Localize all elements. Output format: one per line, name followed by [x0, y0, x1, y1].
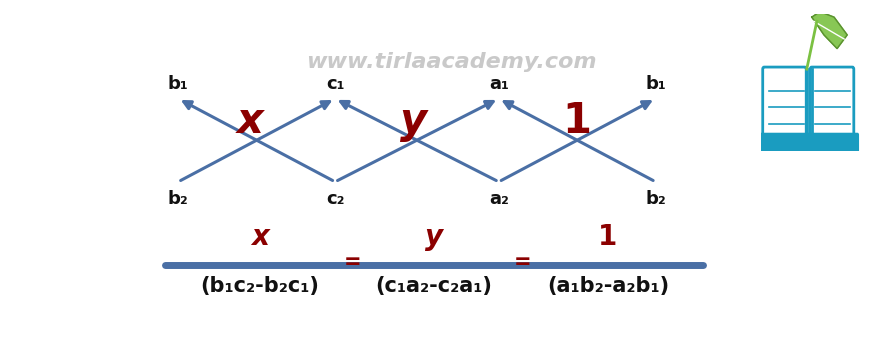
Text: a₁: a₁ — [488, 75, 509, 93]
Text: y: y — [400, 100, 427, 142]
Text: b₁: b₁ — [168, 75, 188, 93]
Text: a₂: a₂ — [488, 190, 509, 208]
Text: y: y — [425, 223, 443, 251]
Text: =: = — [514, 252, 532, 272]
Polygon shape — [811, 12, 847, 49]
Text: b₂: b₂ — [168, 190, 188, 208]
Text: =: = — [343, 252, 361, 272]
FancyBboxPatch shape — [810, 67, 854, 147]
Text: (b₁c₂-b₂c₁): (b₁c₂-b₂c₁) — [201, 276, 319, 296]
Text: x: x — [237, 100, 263, 142]
Text: www.tirlaacademy.com: www.tirlaacademy.com — [305, 51, 597, 72]
Text: (c₁a₂-c₂a₁): (c₁a₂-c₂a₁) — [376, 276, 493, 296]
Text: 1: 1 — [562, 100, 591, 142]
Text: c₁: c₁ — [326, 75, 344, 93]
Text: (a₁b₂-a₂b₁): (a₁b₂-a₂b₁) — [546, 276, 669, 296]
FancyBboxPatch shape — [763, 67, 806, 147]
Text: b₂: b₂ — [645, 190, 666, 208]
FancyBboxPatch shape — [760, 134, 858, 153]
Text: 1: 1 — [598, 223, 618, 251]
Text: x: x — [251, 223, 269, 251]
Text: b₁: b₁ — [645, 75, 666, 93]
Text: c₂: c₂ — [326, 190, 344, 208]
